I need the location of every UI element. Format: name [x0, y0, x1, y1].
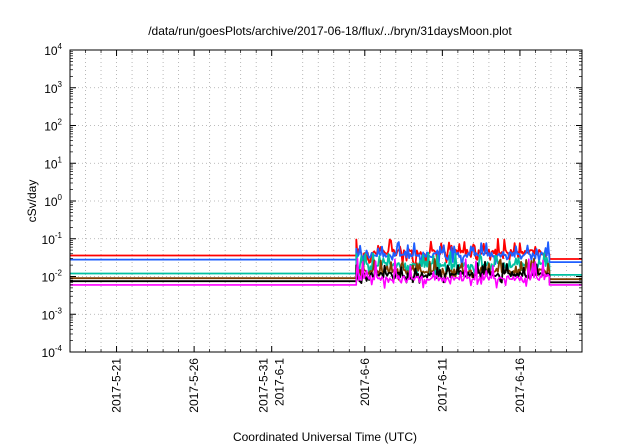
- y-tick-label: 101: [44, 155, 62, 171]
- x-axis: 2017-5-21 2017-5-26 2017-5-31 2017-6-1 2017-…: [85, 50, 567, 413]
- y-tick-label: 10-1: [42, 231, 63, 247]
- x-axis-label: Coordinated Universal Time (UTC): [233, 430, 417, 444]
- x-tick-label: 2017-6-1: [273, 358, 287, 406]
- y-tick-label: 100: [44, 193, 62, 209]
- y-axis-label: cSv/day: [25, 180, 39, 223]
- x-tick-label: 2017-5-31: [257, 358, 271, 413]
- x-tick-label: 2017-5-21: [110, 358, 124, 413]
- series-line: [70, 260, 582, 284]
- series-line: [70, 238, 582, 266]
- series-line: [70, 251, 582, 277]
- series-line: [70, 241, 582, 269]
- x-tick-label: 2017-6-16: [513, 358, 527, 413]
- y-axis: 10-4 10-3 10-2 10-1 100 101 102 103 104: [42, 42, 582, 360]
- series-line: [70, 257, 582, 281]
- grid-lines: [70, 50, 582, 352]
- y-tick-label: 104: [44, 42, 62, 58]
- y-tick-label: 10-3: [42, 306, 63, 322]
- y-tick-label: 103: [44, 80, 62, 96]
- y-tick-label: 10-2: [42, 269, 63, 285]
- series-group: [70, 238, 582, 289]
- chart-title: /data/run/goesPlots/archive/2017-06-18/f…: [148, 24, 512, 38]
- y-tick-label: 10-4: [42, 344, 63, 360]
- x-tick-label: 2017-6-11: [435, 358, 449, 412]
- series-line: [70, 257, 582, 289]
- y-tick-label: 102: [44, 118, 62, 134]
- x-tick-label: 2017-6-6: [358, 358, 372, 406]
- x-tick-label: 2017-5-26: [187, 358, 201, 413]
